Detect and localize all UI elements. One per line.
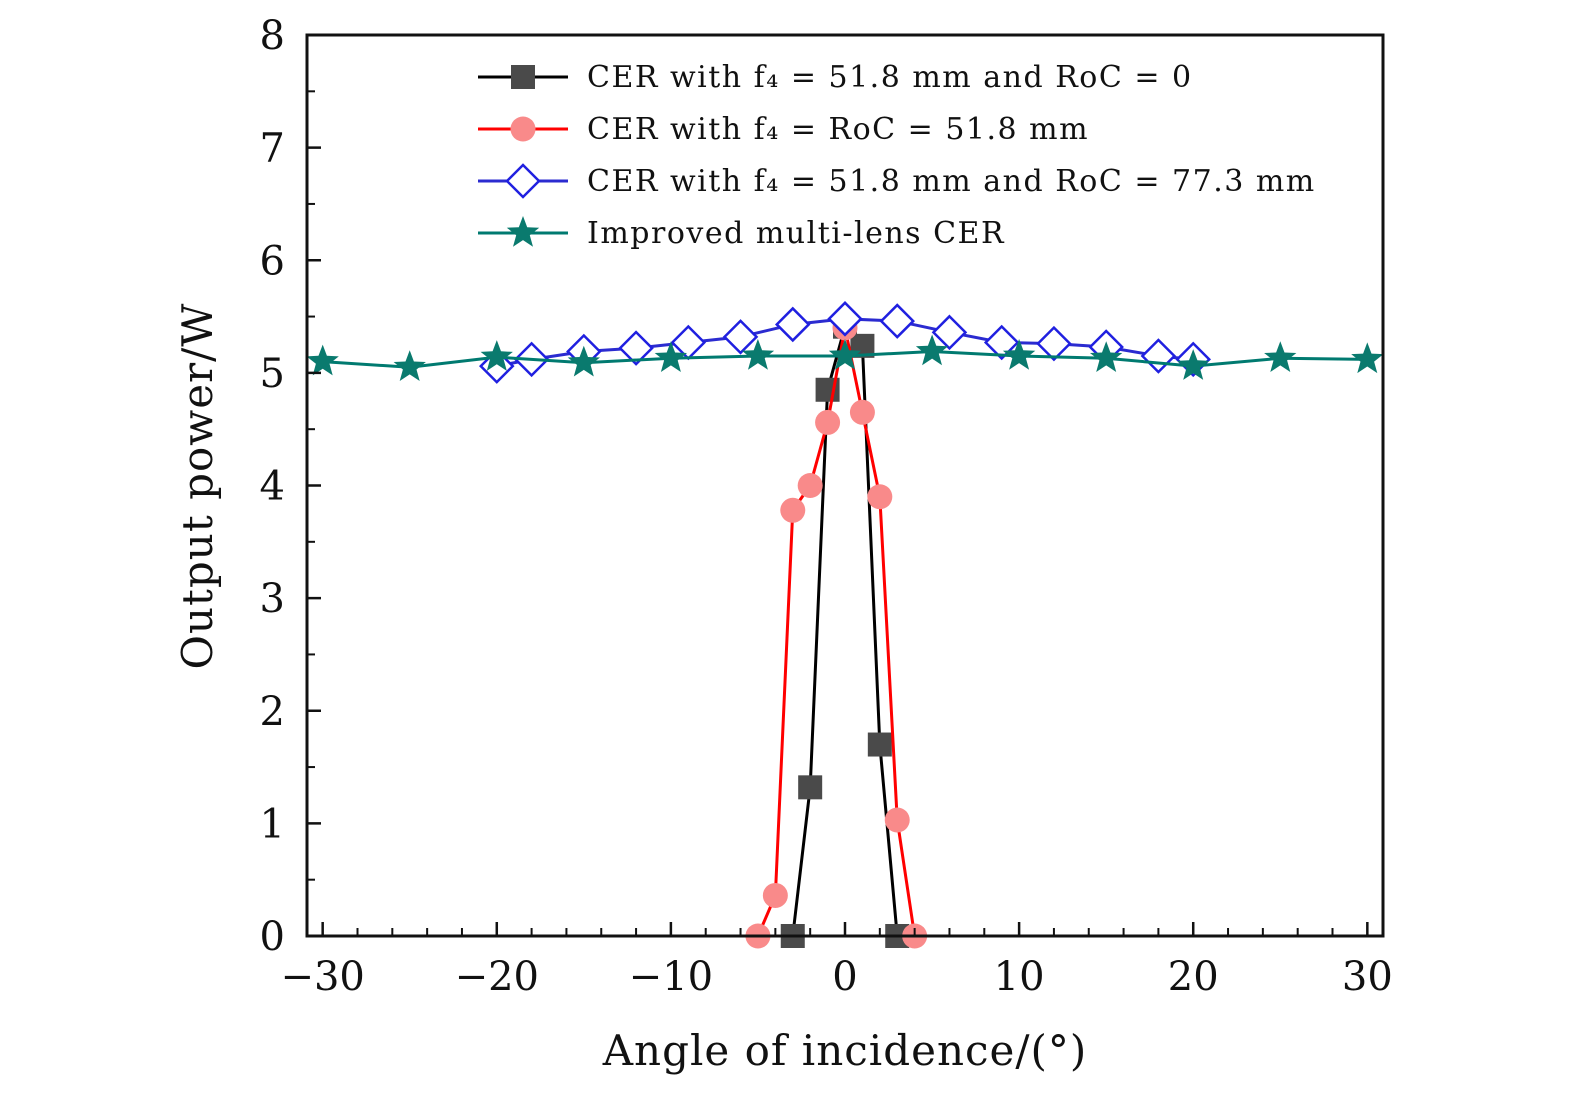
data-point-diamond: [827, 301, 863, 337]
y-tick-label: 3: [260, 576, 285, 622]
series-line: [791, 323, 899, 937]
data-point-diamond: [1140, 338, 1177, 374]
data-point-star: [915, 334, 949, 366]
ticks-layer: −30 −20 −10 0 10 20 30 0 1 2 3 4 5 6 7 8: [260, 13, 1393, 1000]
data-point-circle: [867, 484, 893, 510]
data-point-diamond: [722, 319, 759, 355]
y-tick-label: 0: [260, 914, 285, 960]
legend-item: Improved multi-lens CER: [478, 216, 1005, 251]
legend-item: CER with f₄ = 51.8 mm and RoC = 77.3 mm: [478, 163, 1316, 199]
legend-marker: [506, 216, 540, 247]
x-tick-label: 0: [832, 954, 857, 1000]
data-point-diamond: [479, 348, 515, 384]
series-2: [745, 315, 928, 949]
data-point-circle: [780, 497, 806, 523]
x-axis-title: Angle of incidence/(°): [602, 1026, 1088, 1075]
data-point-diamond: [983, 324, 1020, 361]
y-tick-label: 6: [260, 238, 285, 284]
data-point-diamond: [774, 306, 811, 343]
data-point-star: [741, 339, 775, 370]
data-point-star: [1002, 339, 1036, 370]
data-point-star: [393, 350, 426, 381]
legend-label: CER with f₄ = 51.8 mm and RoC = 0: [587, 60, 1193, 95]
data-point-circle: [815, 409, 841, 435]
data-point-diamond: [1036, 325, 1072, 362]
x-tick-label: 20: [1168, 954, 1219, 1000]
data-point-square: [798, 775, 823, 800]
series-1: [780, 314, 910, 948]
y-tick-label: 7: [260, 126, 285, 172]
y-tick-label: 1: [260, 801, 285, 847]
data-point-star: [480, 340, 513, 371]
x-tick-label: 30: [1342, 954, 1393, 1000]
series-line: [756, 327, 917, 937]
legend-marker: [505, 163, 541, 199]
x-tick-label: −30: [280, 954, 364, 1000]
data-point-diamond: [618, 330, 654, 366]
data-point-star: [1351, 342, 1384, 374]
series-4: [306, 334, 1384, 381]
legend-item: CER with f₄ = RoC = 51.8 mm: [478, 112, 1089, 147]
y-tick-label: 2: [260, 689, 285, 735]
data-point-star: [828, 339, 862, 370]
data-point-diamond: [931, 314, 968, 351]
data-point-circle: [797, 473, 823, 498]
legend-marker: [511, 65, 535, 89]
data-point-star: [1090, 341, 1123, 372]
series-layer: [306, 301, 1384, 949]
data-point-star: [1177, 349, 1210, 380]
legend-item: CER with f₄ = 51.8 mm and RoC = 0: [478, 60, 1193, 95]
data-point-star: [654, 341, 688, 372]
legend-label: Improved multi-lens CER: [587, 216, 1005, 251]
data-point-star: [306, 344, 339, 376]
data-point-diamond: [879, 303, 916, 339]
x-tick-label: 10: [994, 954, 1045, 1000]
data-point-star: [1264, 341, 1297, 372]
y-tick-label: 5: [260, 351, 285, 397]
data-point-star: [567, 345, 600, 377]
y-tick-label: 4: [260, 464, 285, 510]
x-tick-label: −10: [629, 954, 713, 1000]
data-point-circle: [762, 882, 788, 908]
legend-marker: [510, 116, 536, 142]
y-axis-title: Output power/W: [173, 303, 222, 670]
data-point-square: [867, 732, 892, 757]
data-point-circle: [884, 807, 910, 833]
y-tick-label: 8: [260, 13, 285, 59]
data-point-circle: [849, 399, 875, 425]
series-3: [479, 301, 1211, 384]
legend-label: CER with f₄ = RoC = 51.8 mm: [587, 112, 1089, 147]
x-tick-label: −20: [455, 954, 539, 1000]
legend-label: CER with f₄ = 51.8 mm and RoC = 77.3 mm: [587, 164, 1316, 199]
legend: CER with f₄ = 51.8 mm and RoC = 0 CER wit…: [478, 60, 1316, 251]
